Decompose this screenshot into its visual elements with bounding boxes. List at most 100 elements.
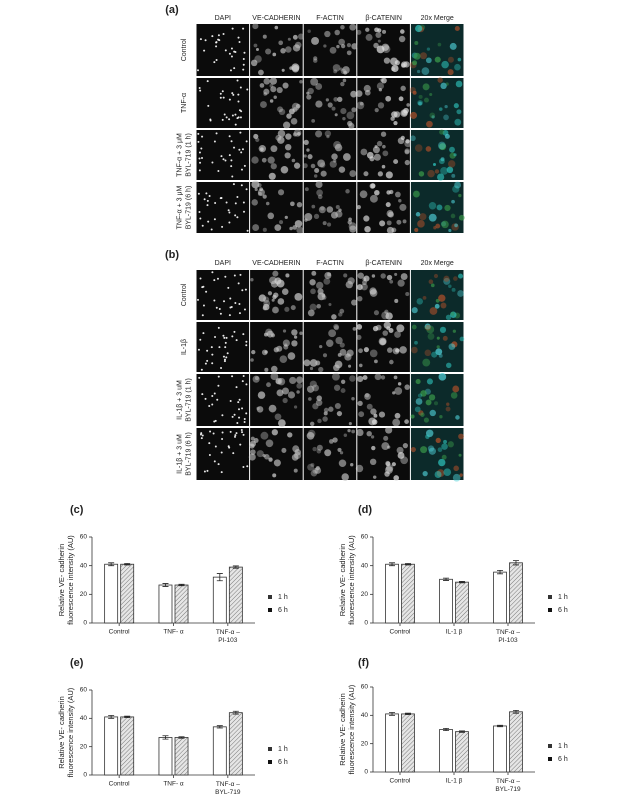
cell: [351, 429, 356, 434]
cell: [339, 308, 345, 314]
cell: [423, 97, 429, 103]
cell: [230, 47, 233, 50]
cell: [299, 79, 303, 84]
cell: [315, 83, 323, 90]
cell: [385, 95, 392, 102]
cell: [288, 108, 295, 115]
cell: [324, 130, 332, 137]
cell: [278, 40, 284, 46]
cell: [252, 375, 260, 383]
cell: [223, 300, 226, 303]
cell: [340, 379, 346, 384]
cell: [239, 443, 242, 446]
cell: [212, 432, 215, 435]
cell: [240, 429, 243, 432]
cell: [278, 419, 286, 427]
cell: [340, 25, 345, 30]
cell: [373, 310, 380, 316]
cell: [350, 90, 357, 98]
cell: [332, 437, 338, 443]
cell: [229, 297, 232, 300]
cell: [341, 473, 349, 481]
cell: [270, 145, 278, 153]
micrograph: [250, 372, 303, 427]
micrograph: [196, 270, 250, 320]
cell: [281, 387, 290, 395]
bar: [401, 713, 415, 773]
legend-label: 1 h: [558, 594, 568, 601]
cell: [214, 335, 217, 338]
cell: [405, 292, 410, 297]
cell: [211, 161, 214, 164]
cell: [224, 275, 227, 278]
cell: [294, 448, 302, 456]
cell: [286, 113, 292, 119]
cell: [310, 77, 319, 86]
cell: [266, 382, 271, 388]
cell: [225, 116, 228, 119]
cell: [424, 349, 432, 357]
cell: [272, 473, 277, 478]
micrograph: [410, 129, 464, 181]
cell: [251, 199, 258, 206]
y-axis-label: fluorescence intensity (AU): [66, 687, 75, 777]
cell: [389, 189, 394, 195]
cell: [281, 288, 289, 295]
cell: [443, 275, 450, 282]
cell: [446, 166, 454, 174]
cell: [198, 86, 201, 89]
cell: [311, 204, 316, 209]
column-header: F-ACTIN: [316, 260, 344, 267]
cell: [230, 55, 233, 58]
cell: [453, 153, 457, 157]
cell: [292, 225, 298, 230]
cell: [351, 299, 358, 306]
cell: [438, 353, 443, 358]
cell: [385, 461, 391, 467]
error-bar: [108, 715, 115, 719]
cell: [417, 100, 423, 106]
y-tick-label: 40: [361, 712, 369, 719]
micrograph: [357, 373, 410, 427]
cell: [374, 107, 379, 113]
bar: [120, 563, 135, 624]
cell: [242, 433, 245, 436]
column-header: VE-CADHERIN: [252, 260, 300, 267]
micrograph-bg: [357, 374, 410, 426]
cell: [315, 100, 323, 108]
y-tick-label: 60: [80, 687, 88, 694]
cell: [379, 220, 386, 227]
cell: [315, 181, 323, 189]
cell: [236, 79, 239, 82]
bar: [509, 562, 523, 624]
cell: [394, 191, 401, 198]
cell: [457, 57, 462, 62]
cell: [250, 358, 254, 362]
bar: [212, 726, 227, 776]
y-axis-label: fluorescence intensity (AU): [66, 535, 75, 625]
cell: [449, 146, 455, 153]
cell: [374, 189, 380, 196]
cell: [228, 221, 231, 224]
cell: [381, 43, 390, 51]
micrograph: [355, 77, 411, 128]
cell: [259, 83, 265, 88]
x-tick-label: TNF-α – PI-103: [496, 629, 520, 644]
cell: [380, 131, 387, 137]
cell: [320, 170, 327, 177]
bar: [439, 729, 453, 773]
cell: [443, 277, 451, 285]
cell: [382, 150, 389, 157]
cell: [197, 348, 200, 351]
cell: [209, 430, 212, 433]
cell: [268, 172, 276, 180]
cell: [220, 155, 223, 158]
cell: [446, 402, 450, 406]
cell: [422, 470, 428, 477]
cell: [258, 69, 264, 76]
cell: [214, 419, 217, 422]
cell: [373, 42, 379, 49]
cell: [252, 23, 259, 30]
cell: [215, 45, 218, 48]
cell: [348, 422, 352, 426]
